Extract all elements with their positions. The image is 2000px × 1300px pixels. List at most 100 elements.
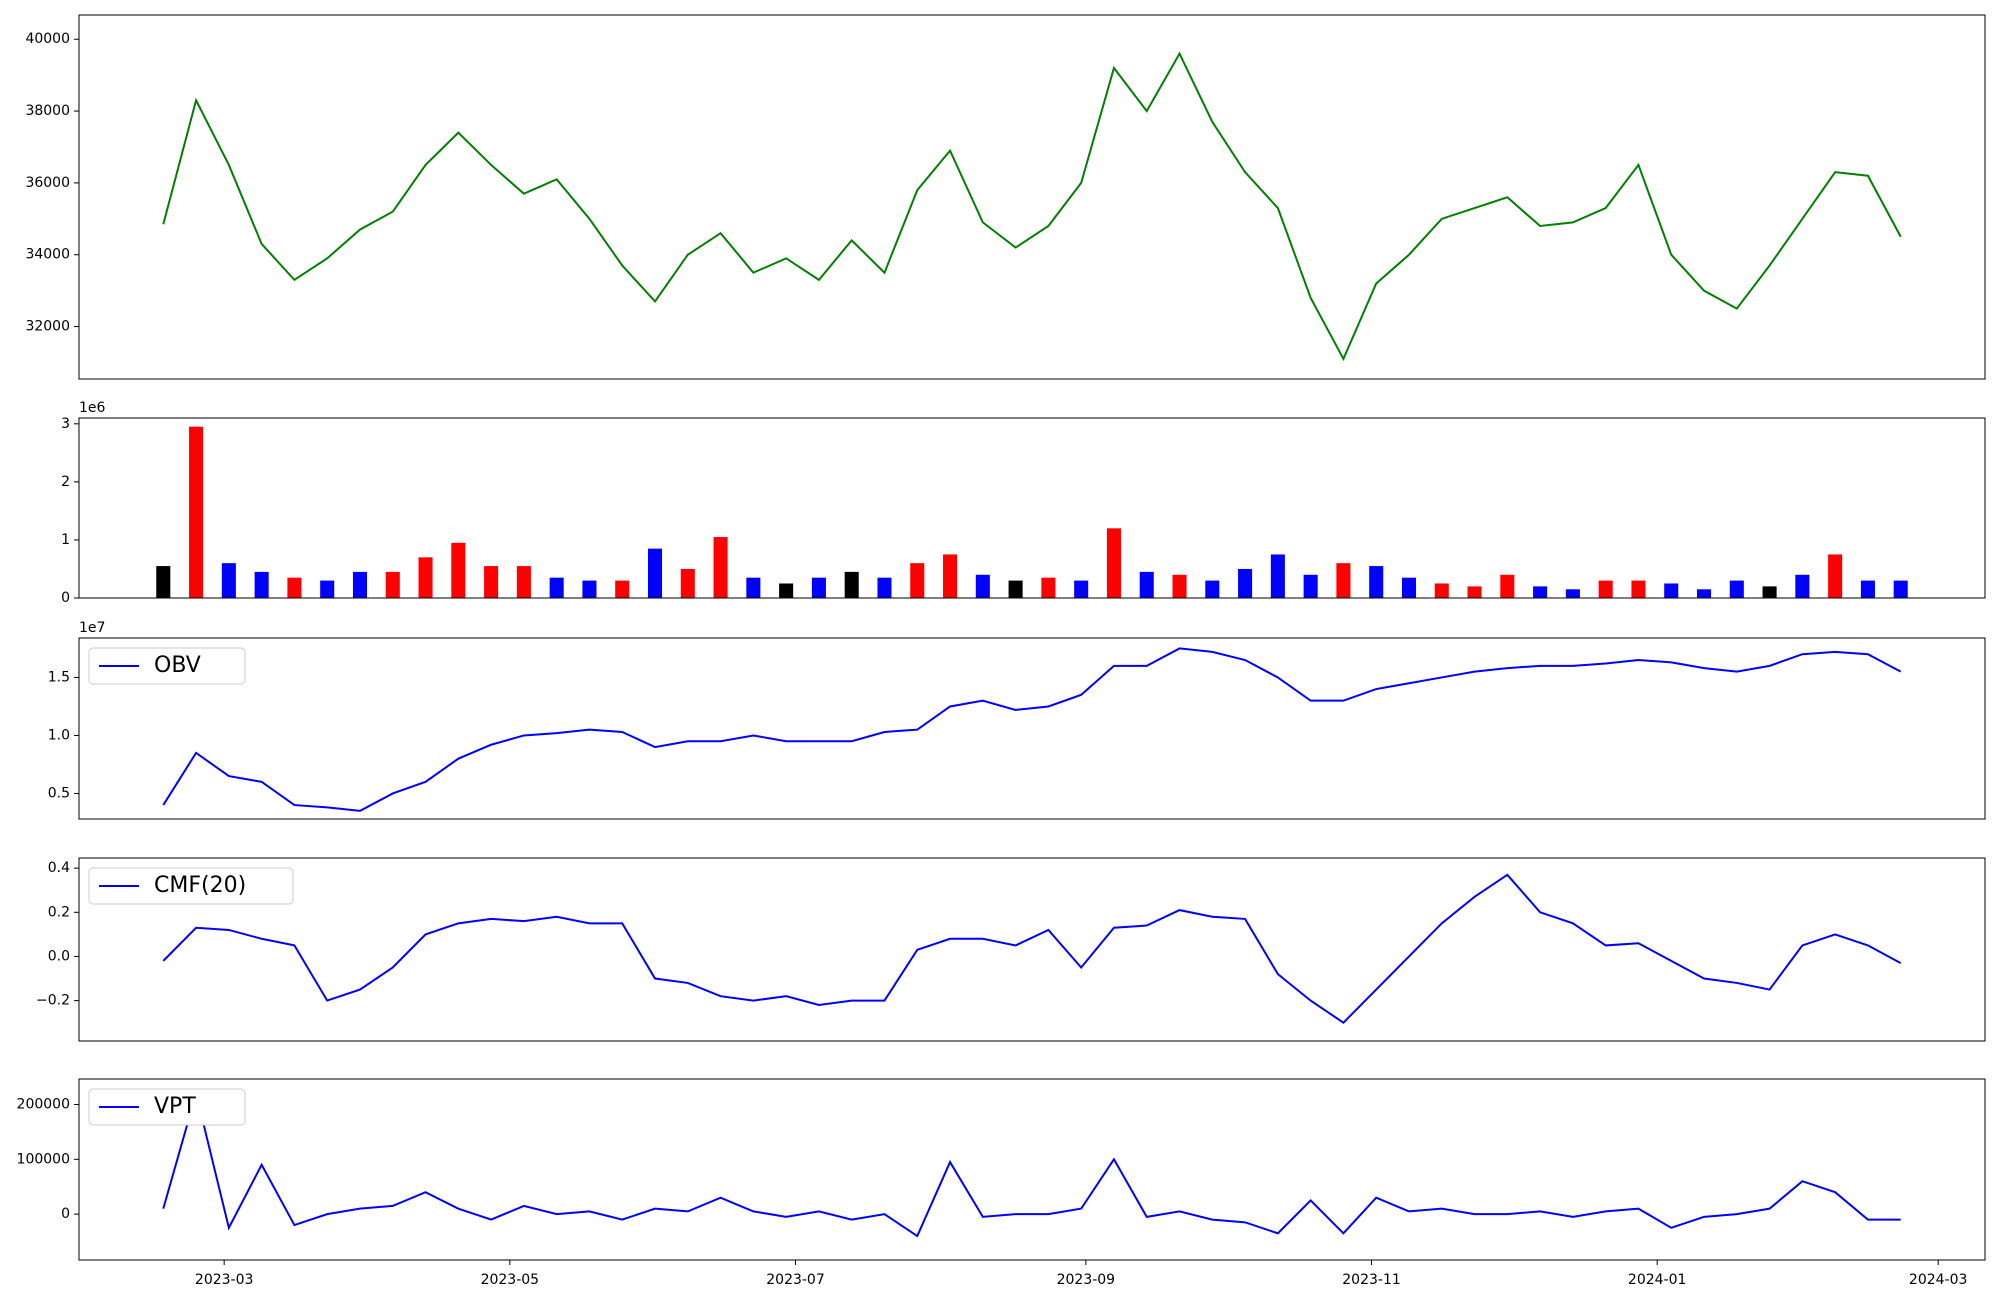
y-tick-label: 32000 (25, 319, 70, 335)
bar (746, 577, 761, 598)
x-tick-label: 2023-11 (1342, 1272, 1401, 1288)
bar (1303, 574, 1318, 598)
bar (1729, 580, 1744, 598)
line (162, 1089, 1901, 1238)
bar (779, 583, 794, 598)
bar (1795, 574, 1810, 598)
bar (1762, 586, 1777, 598)
y-tick-label: 0.5 (48, 785, 70, 801)
legend-label: CMF(20) (154, 873, 246, 898)
y-tick-label: 100000 (17, 1151, 70, 1167)
axis-offset-label: 1e6 (79, 400, 106, 416)
y-tick-label: −0.2 (36, 993, 70, 1009)
y-tick-label: 34000 (25, 247, 70, 263)
bar (910, 563, 925, 598)
bar (1369, 566, 1384, 598)
x-tick-label: 2023-03 (195, 1272, 254, 1288)
y-tick-label: 0.0 (48, 948, 70, 964)
panel: 0 1 2 3 1e6 (61, 400, 1986, 606)
bar (1336, 563, 1351, 598)
bar (680, 568, 695, 598)
y-tick-label: 0.2 (48, 904, 70, 920)
x-tick-label: 2023-05 (481, 1272, 540, 1288)
bar (1008, 580, 1023, 598)
panel: 0.5 1.0 1.5 1e7 OBV (48, 620, 1986, 820)
x-tick-label: 2023-07 (766, 1272, 825, 1288)
bar (352, 571, 368, 598)
legend-box (88, 867, 294, 905)
axes-frame (78, 637, 1986, 820)
bar (1205, 580, 1220, 598)
bar (1631, 580, 1646, 598)
bar (647, 548, 663, 598)
bar (615, 580, 630, 598)
bar (811, 577, 826, 598)
x-tick-label: 2024-03 (1909, 1272, 1968, 1288)
bar (1041, 577, 1056, 598)
bar (189, 426, 204, 598)
y-tick-label: 2 (61, 474, 70, 490)
bar (1533, 586, 1548, 598)
y-tick-label: 1.0 (48, 727, 70, 743)
line (162, 51, 1902, 362)
axes-frame (78, 1078, 1986, 1261)
bar (1696, 589, 1712, 598)
bar (418, 557, 433, 598)
axes-frame (78, 417, 1986, 599)
bar (451, 542, 466, 598)
bar (1106, 528, 1121, 598)
axes-frame (78, 14, 1986, 380)
y-tick-label: 40000 (25, 31, 70, 47)
bar (713, 537, 728, 598)
bar (1664, 583, 1679, 598)
bar (1074, 580, 1089, 598)
bar (1893, 580, 1908, 598)
y-tick-label: 0.4 (48, 860, 70, 876)
bar (156, 566, 171, 598)
bar (287, 577, 302, 598)
bar (582, 580, 597, 598)
y-tick-label: 200000 (17, 1096, 70, 1112)
legend-label: VPT (154, 1094, 196, 1119)
bar (484, 566, 499, 598)
bar (254, 571, 269, 598)
y-tick-label: 36000 (25, 175, 70, 191)
bar (1598, 580, 1613, 598)
bar (549, 577, 564, 598)
panel: −0.2 0.0 0.2 0.4 CMF(20) (36, 857, 1986, 1042)
bar (1860, 580, 1875, 598)
bar (516, 566, 531, 598)
y-tick-label: 3 (61, 416, 70, 432)
bar (844, 571, 859, 598)
bar (1401, 577, 1417, 598)
y-tick-label: 0 (61, 590, 70, 606)
bar (877, 577, 892, 598)
y-tick-label: 1.5 (48, 669, 70, 685)
bar (385, 571, 400, 598)
bar (1238, 568, 1253, 598)
axes-frame (78, 857, 1986, 1042)
x-tick-label: 2023-09 (1057, 1272, 1116, 1288)
line (162, 873, 1902, 1024)
panel: 0 100000 200000 2023-03 2023-05 2023-07 2023-0… (17, 1078, 1986, 1288)
axis-offset-label: 1e7 (79, 620, 105, 636)
y-tick-label: 0 (61, 1206, 70, 1222)
bar (1565, 589, 1580, 598)
line (162, 647, 1902, 812)
panel: 32000 34000 36000 38000 40000 (25, 14, 1986, 380)
bar (1828, 554, 1843, 598)
bar (1434, 583, 1449, 598)
bar (320, 580, 335, 598)
bar (1172, 574, 1187, 598)
legend-label: OBV (154, 653, 201, 678)
x-tick-label: 2024-01 (1628, 1272, 1687, 1288)
bar (1270, 554, 1285, 598)
bar (1500, 574, 1515, 598)
bar (1467, 586, 1482, 598)
bar (943, 554, 958, 598)
y-tick-label: 38000 (25, 103, 70, 119)
legend-box (88, 1088, 246, 1126)
bar (1139, 571, 1154, 598)
y-tick-label: 1 (61, 532, 70, 548)
